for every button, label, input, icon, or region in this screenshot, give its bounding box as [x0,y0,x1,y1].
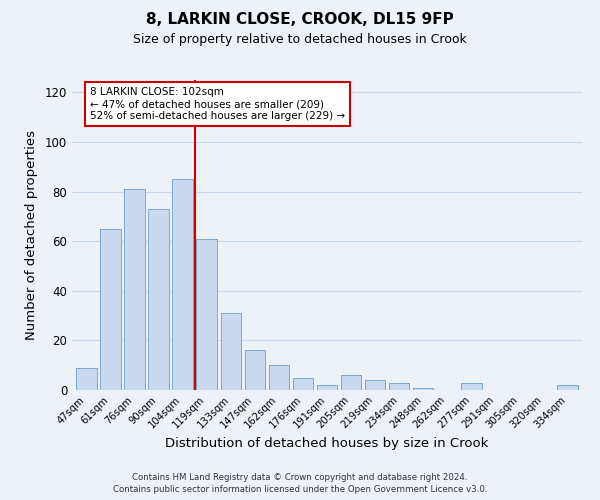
Text: 8, LARKIN CLOSE, CROOK, DL15 9FP: 8, LARKIN CLOSE, CROOK, DL15 9FP [146,12,454,28]
Bar [100,229,121,390]
Text: Contains public sector information licensed under the Open Government Licence v3: Contains public sector information licen… [113,485,487,494]
Bar [124,189,145,390]
Y-axis label: Number of detached properties: Number of detached properties [25,130,38,340]
Text: 8 LARKIN CLOSE: 102sqm
← 47% of detached houses are smaller (209)
52% of semi-de: 8 LARKIN CLOSE: 102sqm ← 47% of detached… [90,88,345,120]
Bar [365,380,385,390]
Bar [172,179,193,390]
Bar [461,382,482,390]
Text: Contains HM Land Registry data © Crown copyright and database right 2024.: Contains HM Land Registry data © Crown c… [132,472,468,482]
Bar [317,385,337,390]
Text: Size of property relative to detached houses in Crook: Size of property relative to detached ho… [133,32,467,46]
Bar [221,313,241,390]
Bar [557,385,578,390]
Bar [413,388,433,390]
Bar [76,368,97,390]
Bar [389,382,409,390]
Bar [341,375,361,390]
Bar [196,238,217,390]
Bar [148,209,169,390]
Bar [245,350,265,390]
Bar [269,365,289,390]
Bar [293,378,313,390]
X-axis label: Distribution of detached houses by size in Crook: Distribution of detached houses by size … [166,438,488,450]
